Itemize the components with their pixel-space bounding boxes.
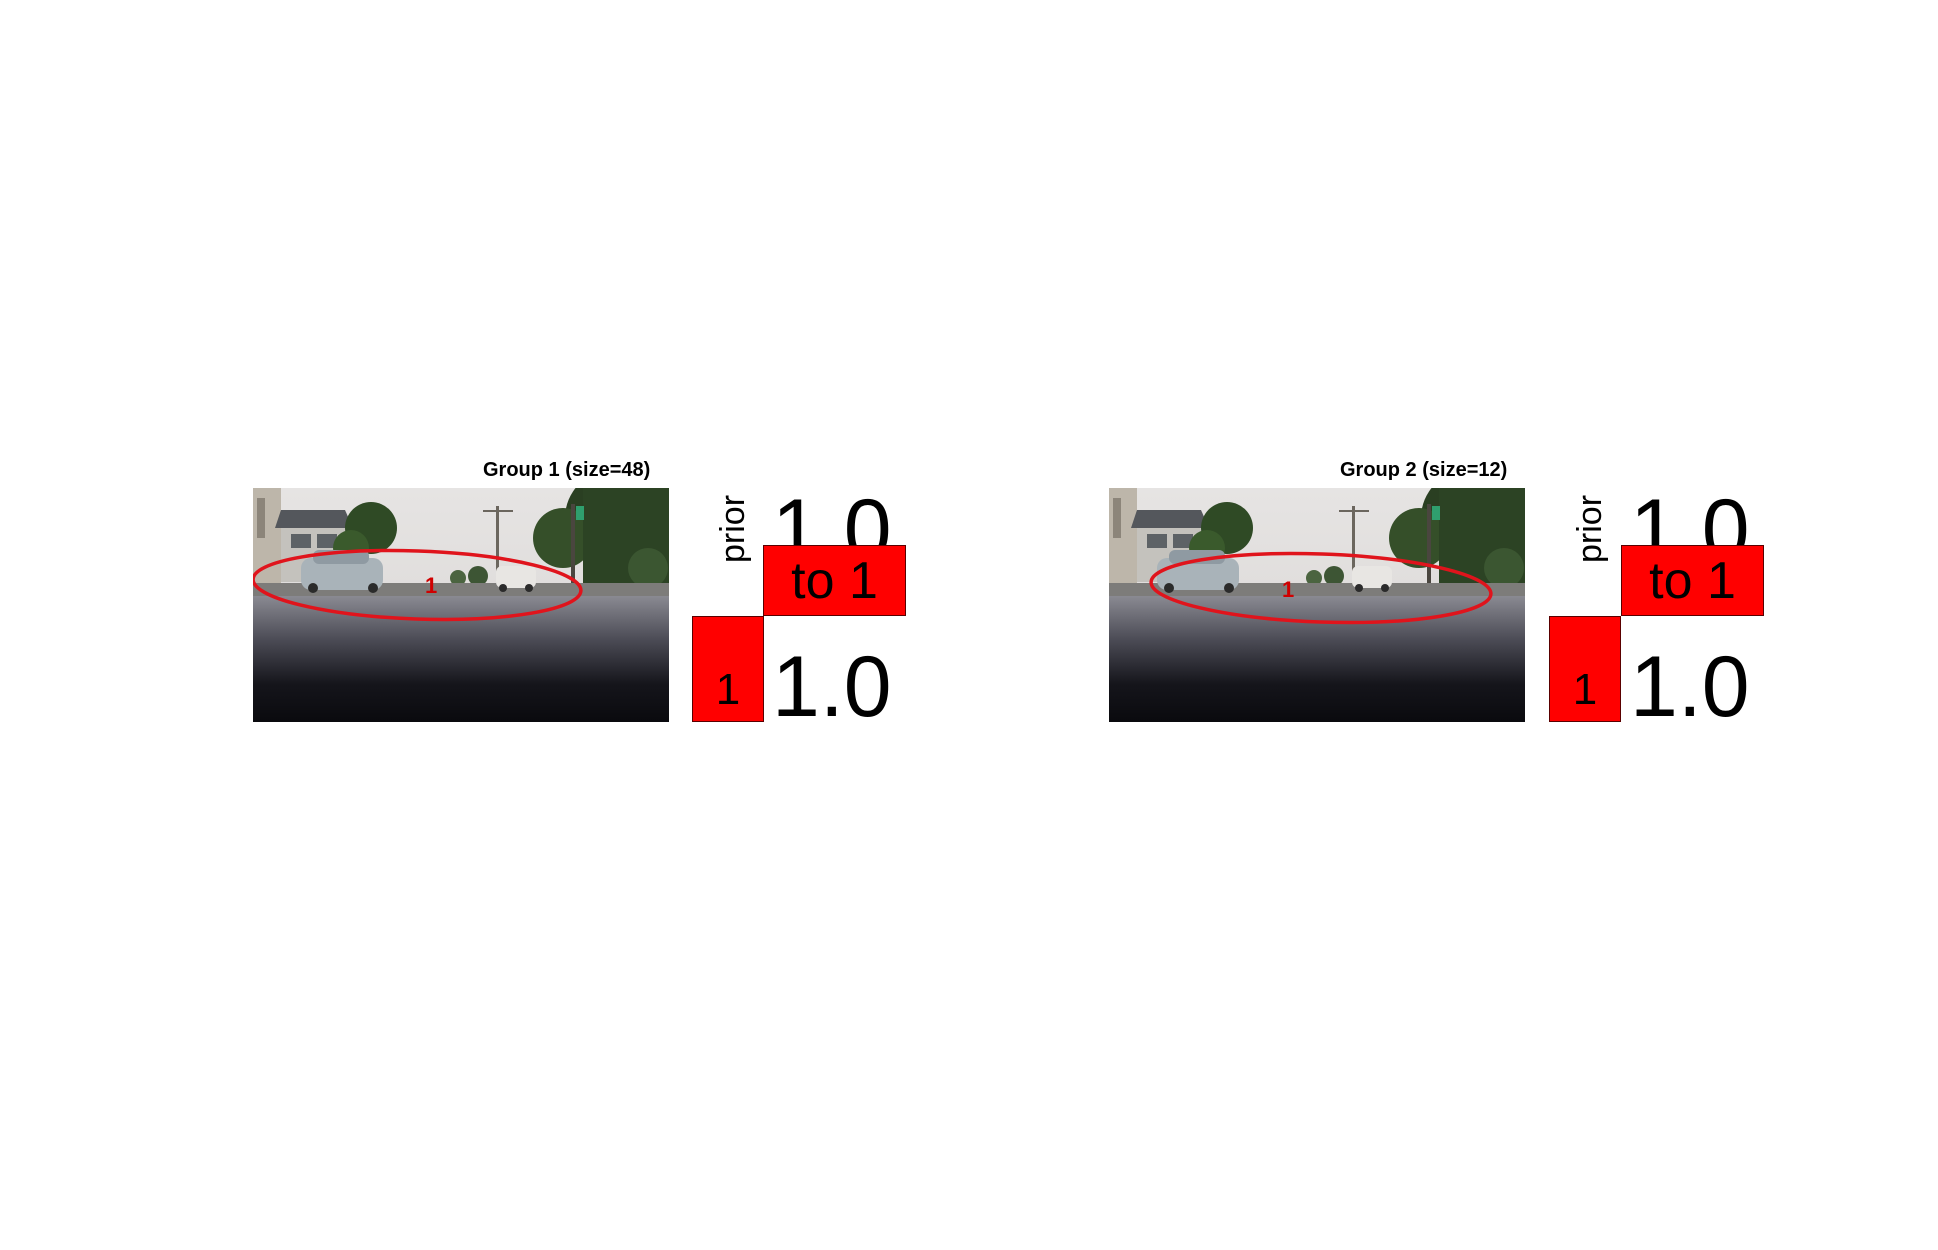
heatmap-cell-left: 1 bbox=[1549, 616, 1621, 722]
street-scene-svg bbox=[253, 488, 669, 722]
group-title: Group 2 (size=12) bbox=[1340, 459, 1508, 481]
heatmap-cell-top: to 1 bbox=[763, 545, 906, 616]
bottom-value: 1.0 bbox=[772, 639, 892, 735]
street-scene-image bbox=[253, 488, 669, 722]
y-axis-label: prior bbox=[1571, 494, 1609, 563]
group-title: Group 1 (size=48) bbox=[483, 459, 651, 481]
street-scene-svg bbox=[1109, 488, 1525, 722]
heatmap-cell-left: 1 bbox=[692, 616, 764, 722]
object-label: 1 bbox=[425, 573, 438, 598]
heatmap-cell-top: to 1 bbox=[1621, 545, 1764, 616]
street-scene-image bbox=[1109, 488, 1525, 722]
bottom-value: 1.0 bbox=[1630, 639, 1750, 735]
object-label: 1 bbox=[1282, 577, 1295, 602]
